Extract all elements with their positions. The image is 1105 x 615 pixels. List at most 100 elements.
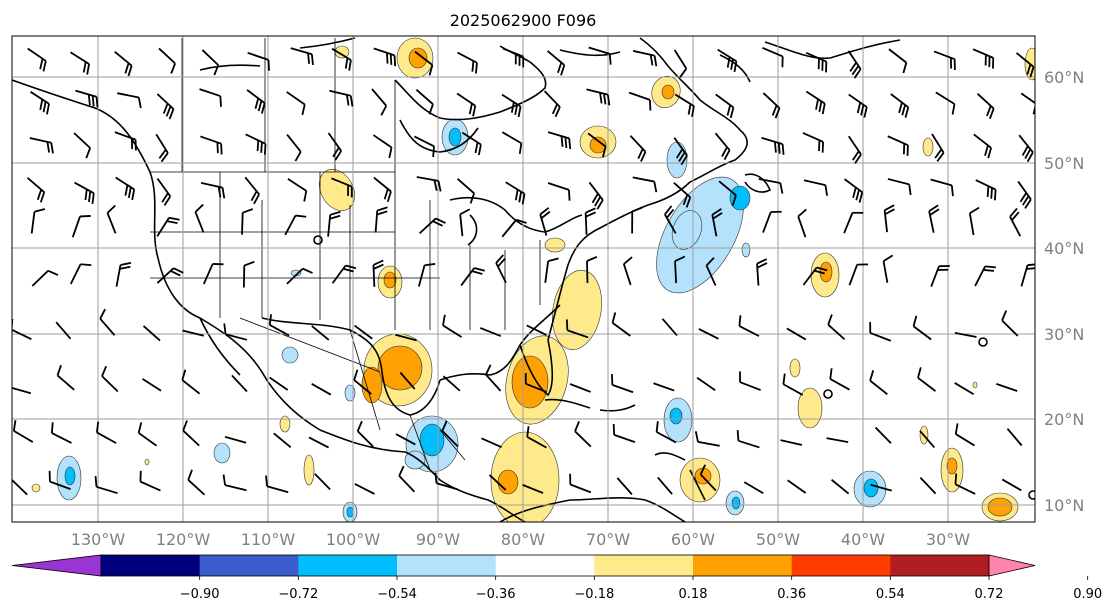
- wind-barb: [1015, 52, 1035, 78]
- barb-flag: [818, 101, 823, 113]
- barb-flag: [194, 203, 204, 213]
- barb-flag: [733, 61, 738, 73]
- wind-barb: [736, 430, 760, 449]
- barb-shaft: [870, 483, 893, 492]
- island-outline: [823, 389, 833, 399]
- wind-barb: [117, 92, 142, 109]
- wind-barb: [954, 423, 975, 447]
- barb-flag: [649, 99, 652, 111]
- wind-barb: [202, 263, 224, 285]
- barb-flag: [729, 107, 735, 119]
- wind-barb: [887, 135, 909, 156]
- barb-flag: [936, 152, 945, 162]
- barb-flag: [917, 367, 922, 379]
- barb-shaft: [919, 430, 936, 449]
- barb-flag: [260, 102, 266, 114]
- wind-barb: [223, 323, 248, 341]
- barb-shaft: [848, 264, 859, 286]
- barb-flag: [854, 153, 862, 164]
- barb-flag: [497, 257, 506, 268]
- barb-flag: [611, 374, 614, 385]
- border-line: [409, 414, 431, 471]
- barb-shaft: [930, 178, 953, 187]
- barb-shaft: [441, 430, 459, 448]
- barb-shaft: [574, 430, 592, 448]
- coastlines: [12, 37, 1035, 522]
- barb-shaft: [874, 426, 892, 444]
- barb-flag: [220, 143, 223, 155]
- colorbar: [11, 554, 1036, 577]
- barb-flag: [937, 268, 949, 271]
- wind-barb: [73, 132, 92, 159]
- barb-flag: [929, 208, 940, 216]
- barb-flag: [827, 314, 833, 326]
- wind-barb: [569, 383, 591, 393]
- longitude-label: 30°W: [926, 530, 970, 549]
- wind-barb: [26, 177, 46, 203]
- barb-shaft: [826, 437, 849, 444]
- barb-flag: [373, 263, 384, 270]
- colorbar-tick-labels: −0.90 −0.72 −0.54 −0.36 −0.18 0.18 0.36 0.54 0.7…: [180, 576, 1102, 602]
- anomaly-contour: [213, 442, 231, 464]
- wind-barb: [434, 472, 458, 491]
- barb-shaft: [314, 473, 331, 491]
- barb-flag: [1022, 195, 1030, 206]
- wind-barb: [883, 204, 895, 233]
- anomaly-contour: [490, 431, 560, 522]
- barb-flag: [242, 208, 254, 214]
- wind-barb: [287, 178, 308, 202]
- wind-barb: [331, 177, 353, 198]
- wind-barb: [414, 50, 434, 76]
- barb-shaft: [142, 325, 161, 342]
- wind-barb: [354, 324, 373, 340]
- barb-flag: [1029, 66, 1035, 78]
- barb-flag: [373, 259, 384, 266]
- barb-flag: [770, 210, 782, 213]
- barb-shaft: [544, 260, 550, 284]
- barb-flag: [168, 216, 180, 221]
- barb-flag: [816, 266, 828, 272]
- barb-flag: [514, 104, 519, 116]
- barb-flag: [524, 373, 527, 384]
- barb-flag: [623, 256, 633, 265]
- barb-flag: [928, 204, 939, 212]
- barb-flag: [858, 191, 864, 203]
- barb-shaft: [674, 261, 678, 284]
- barb-shaft: [101, 375, 119, 393]
- barb-flag: [564, 137, 568, 149]
- anomaly-contour: [552, 270, 602, 350]
- wind-barb: [30, 91, 50, 115]
- barb-shaft: [436, 482, 458, 491]
- wind-barb: [488, 474, 507, 491]
- barb-flag: [39, 191, 46, 203]
- barb-shaft: [414, 50, 433, 66]
- barb-flag: [459, 208, 471, 216]
- wind-barb: [588, 46, 612, 65]
- wind-barb: [743, 481, 764, 495]
- wind-barb: [114, 131, 137, 151]
- barb-flag: [265, 475, 268, 487]
- barb-flag: [856, 102, 862, 114]
- barb-flag: [223, 323, 227, 335]
- coastline: [261, 317, 441, 416]
- barb-flag: [649, 54, 654, 66]
- wind-barb: [268, 314, 290, 337]
- barb-shaft: [1001, 478, 1022, 492]
- barb-flag: [469, 192, 475, 204]
- barb-flag: [814, 269, 825, 275]
- wind-barb: [762, 210, 782, 233]
- barb-flag: [170, 270, 181, 277]
- wind-barb: [415, 88, 434, 115]
- barb-flag: [39, 99, 44, 111]
- barb-shaft: [56, 374, 75, 391]
- barb-flag: [310, 54, 314, 66]
- barb-flag: [986, 105, 992, 117]
- barb-shaft: [653, 382, 675, 392]
- barb-shaft: [758, 178, 781, 184]
- anomaly-contour: [497, 469, 519, 495]
- barb-flag: [518, 191, 522, 203]
- wind-barb: [155, 133, 169, 163]
- barb-shaft: [479, 327, 502, 337]
- wind-barb: [224, 435, 247, 444]
- barb-shaft: [117, 92, 139, 99]
